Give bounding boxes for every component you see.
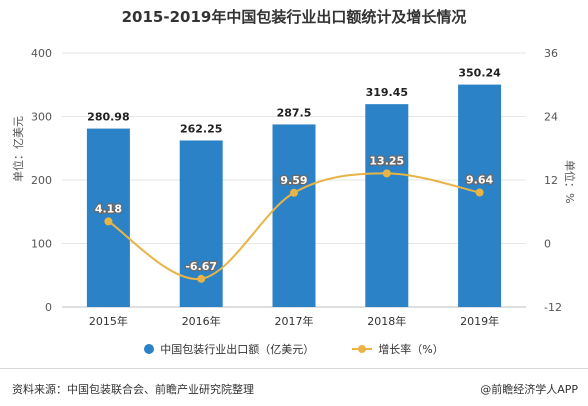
bar xyxy=(272,124,316,307)
legend-item-bar: 中国包装行业出口额（亿美元） xyxy=(144,341,314,357)
x-tick-label: 2017年 xyxy=(275,314,314,328)
source-note: 资料来源：中国包装联合会、前瞻产业研究院整理 xyxy=(12,383,254,396)
legend-line-label: 增长率（%） xyxy=(378,343,444,356)
growth-rate-label: 13.25 xyxy=(369,154,404,167)
y-right-tick-label: 24 xyxy=(544,111,558,124)
bar-value-label: 319.45 xyxy=(366,86,408,99)
legend: 中国包装行业出口额（亿美元） 增长率（%） xyxy=(0,341,588,357)
legend-bar-label: 中国包装行业出口额（亿美元） xyxy=(160,343,315,356)
y-axis-left-label: 单位：亿美元 xyxy=(12,116,25,182)
y-right-tick-label: 12 xyxy=(544,174,558,187)
y-axis-right-label: 单位：% xyxy=(563,160,576,204)
growth-rate-label: 4.18 xyxy=(95,202,122,215)
brand-credit: @前瞻经济学人APP xyxy=(480,383,578,396)
x-tick-label: 2018年 xyxy=(367,314,406,328)
y-left-tick-label: 100 xyxy=(31,238,52,251)
growth-rate-line xyxy=(107,172,480,280)
y-left-tick-label: 200 xyxy=(31,174,52,187)
legend-bar-swatch xyxy=(144,344,155,354)
growth-rate-point xyxy=(382,169,391,178)
growth-rate-label: -6.67 xyxy=(185,260,217,273)
y-left-tick-label: 300 xyxy=(31,111,52,124)
growth-rate-point xyxy=(104,217,113,226)
x-tick-label: 2015年 xyxy=(89,314,128,328)
bar-value-label: 287.5 xyxy=(277,106,312,119)
x-tick-label: 2016年 xyxy=(182,314,221,328)
bar-value-label: 280.98 xyxy=(87,111,129,124)
growth-rate-label: 9.64 xyxy=(466,173,493,186)
legend-line-swatch xyxy=(352,344,373,354)
chart-title: 2015-2019年中国包装行业出口额统计及增长情况 xyxy=(121,8,467,26)
y-right-tick-label: -12 xyxy=(544,301,562,314)
bar xyxy=(365,104,409,307)
y-right-tick-label: 0 xyxy=(544,238,551,251)
growth-rate-point xyxy=(290,188,298,197)
growth-rate-point xyxy=(475,188,484,197)
y-left-tick-label: 0 xyxy=(45,301,52,314)
bar-value-label: 262.25 xyxy=(180,122,222,135)
bar-value-label: 350.24 xyxy=(458,67,501,80)
footer-divider xyxy=(0,368,588,369)
y-left-tick-label: 400 xyxy=(31,47,52,60)
y-right-tick-label: 36 xyxy=(544,47,558,60)
x-tick-label: 2019年 xyxy=(460,314,499,328)
growth-rate-point xyxy=(197,274,206,283)
legend-item-line: 增长率（%） xyxy=(352,341,444,357)
growth-rate-label: 9.59 xyxy=(280,174,307,187)
